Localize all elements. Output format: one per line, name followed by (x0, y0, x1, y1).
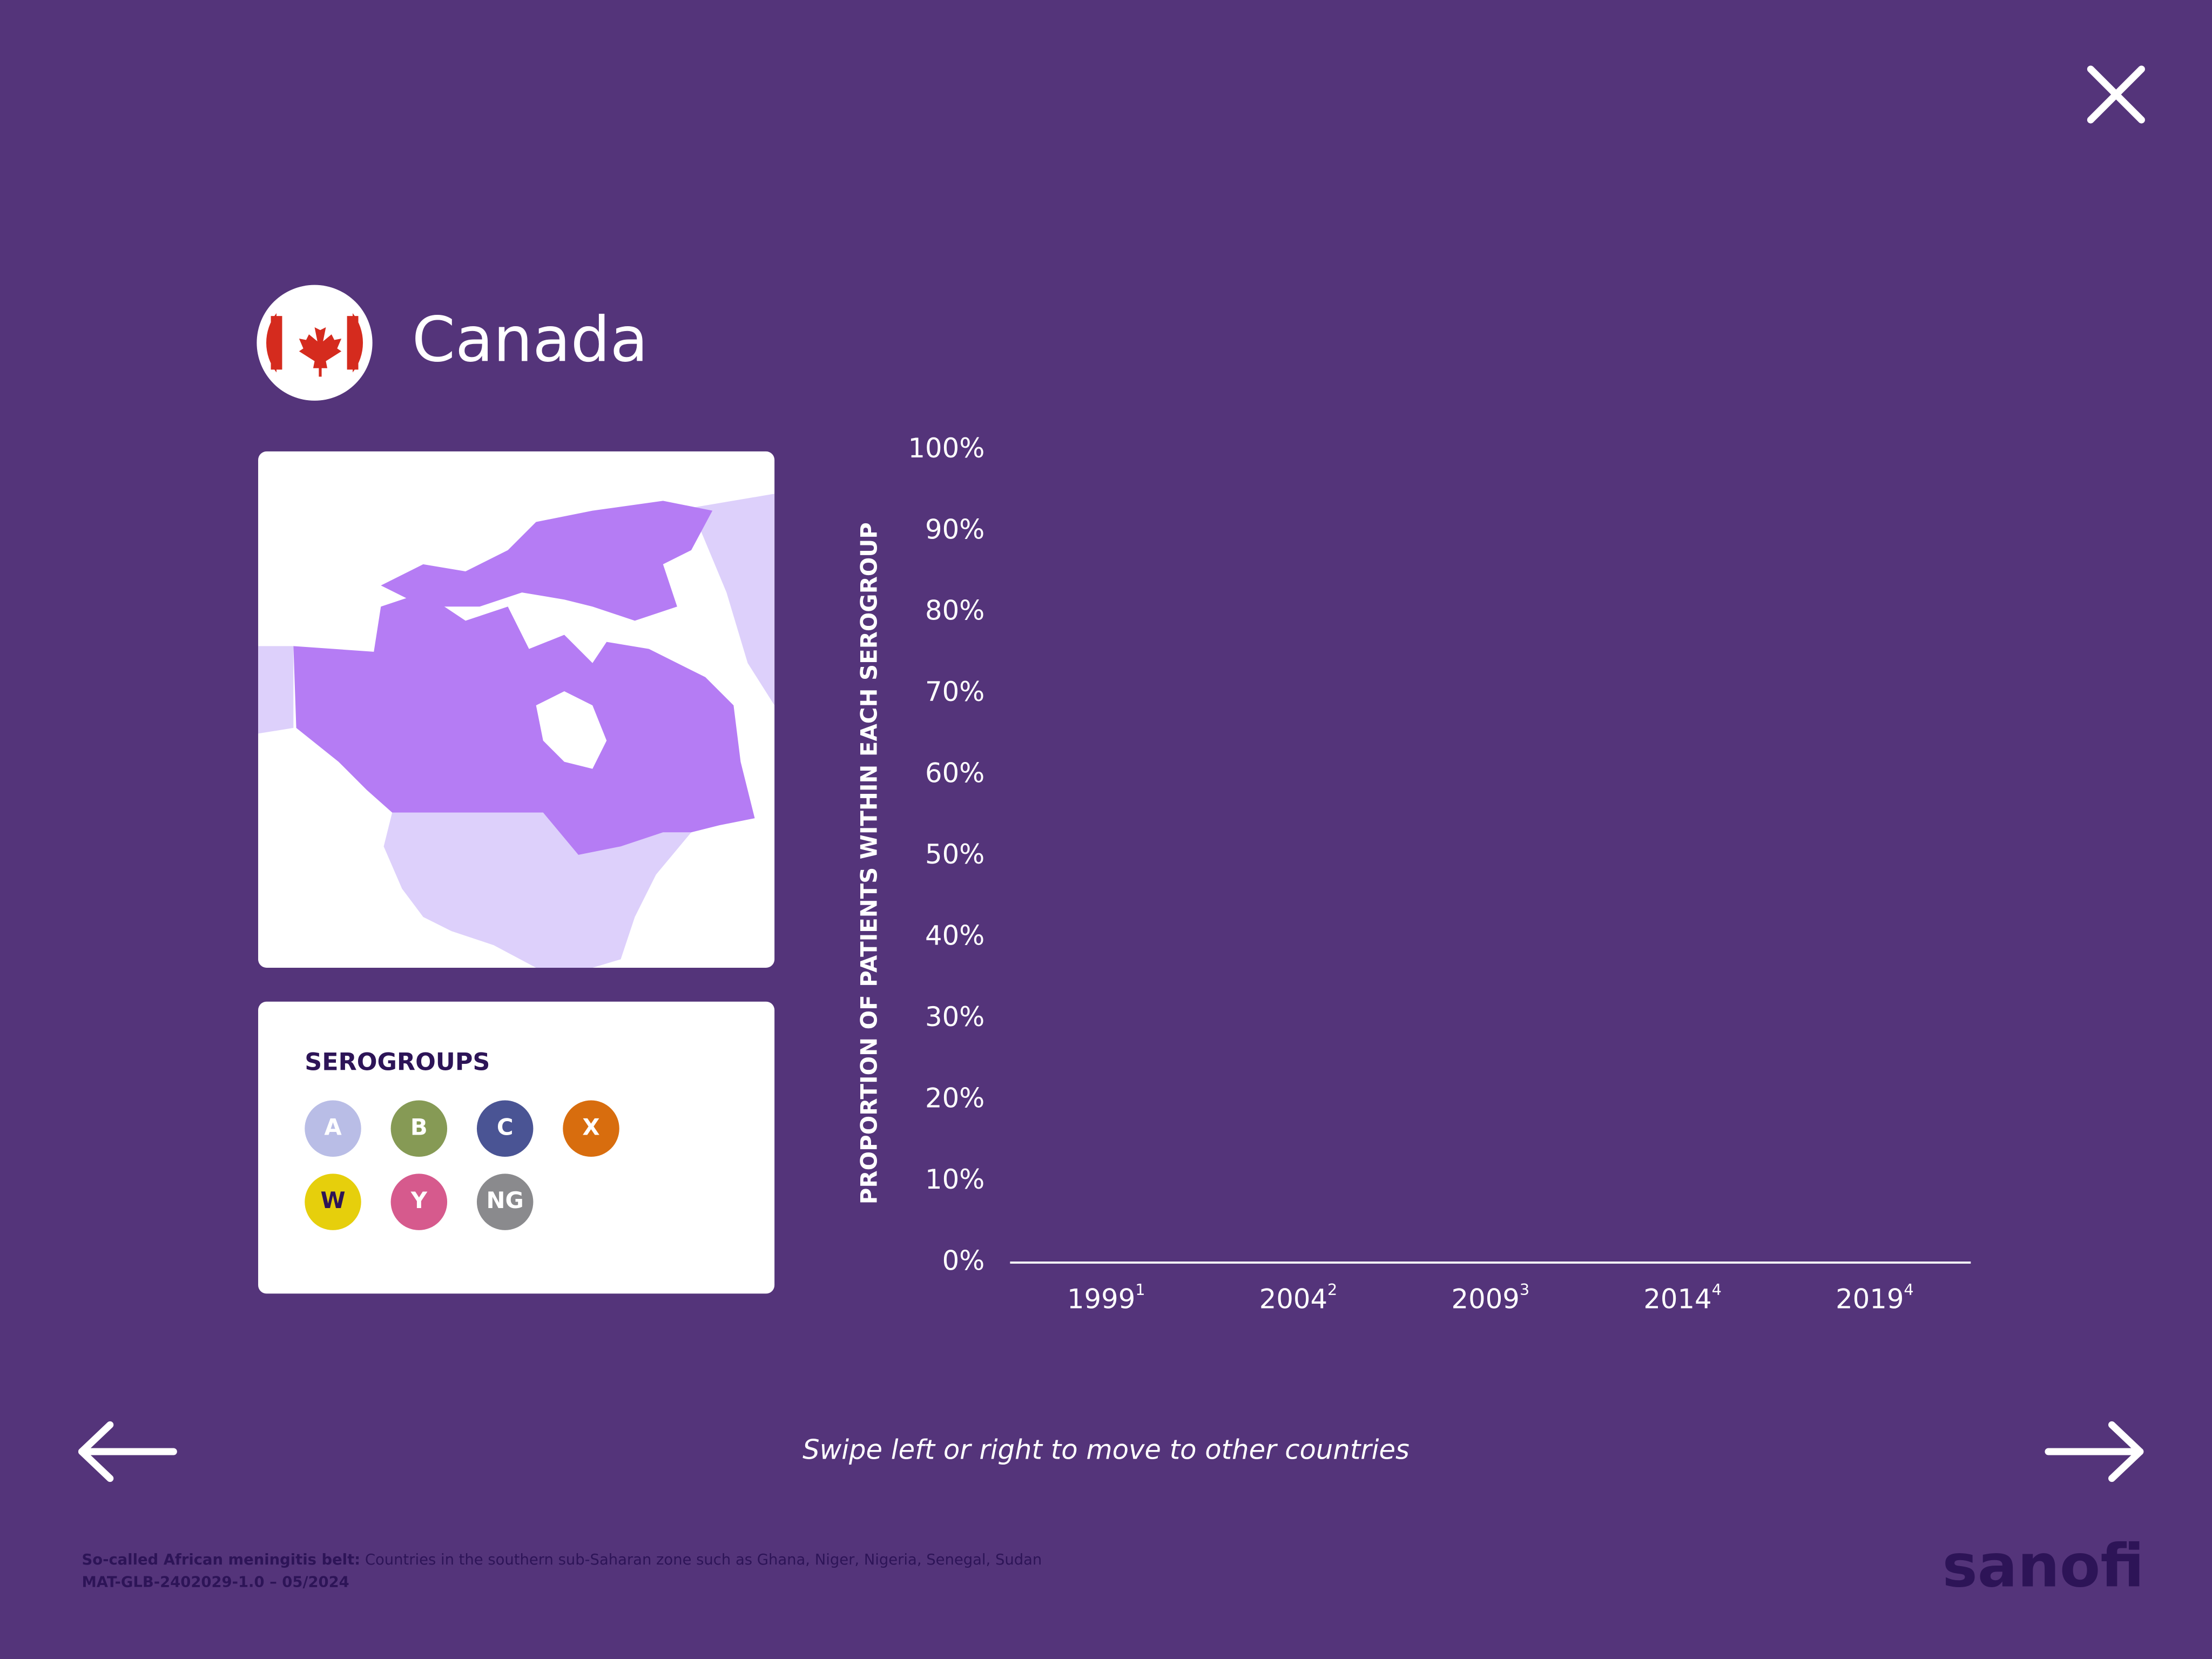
legend-label: A (324, 1114, 342, 1140)
category-year: 2014 (1643, 1283, 1711, 1314)
legend-label: NG (487, 1187, 524, 1213)
y-tick-label: 0% (942, 1245, 985, 1276)
y-tick-label: 10% (925, 1164, 984, 1195)
map-card (258, 451, 775, 968)
next-arrow[interactable] (2045, 1421, 2144, 1482)
category-reference: 4 (1712, 1280, 1722, 1299)
y-tick-label: 70% (925, 676, 984, 707)
x-tick-label: 19991 (1067, 1280, 1145, 1314)
y-tick-label: 100% (908, 433, 984, 464)
legend-swatch (476, 1174, 534, 1230)
category-reference: 1 (1135, 1280, 1145, 1299)
material-code: MAT-GLB-2402029-1.0 – 05/2024 (82, 1574, 349, 1590)
close-button[interactable] (2087, 65, 2145, 124)
legend-label: X (582, 1114, 599, 1140)
swipe-hint: Swipe left or right to move to other cou… (802, 1434, 1410, 1466)
category-reference: 2 (1327, 1280, 1337, 1299)
y-tick-label: 60% (925, 758, 984, 789)
x-tick-label: 20042 (1259, 1280, 1338, 1314)
country-title: Canada (412, 304, 648, 376)
x-tick-label: 20093 (1452, 1280, 1530, 1314)
x-tick-label: 20144 (1643, 1280, 1722, 1314)
legend-swatch (390, 1100, 448, 1157)
footnote-text: Countries in the southern sub-Saharan zo… (360, 1552, 1042, 1568)
brand-logo: sanofi (1943, 1532, 2144, 1601)
legend-card: SEROGROUPS A B C X W Y NG (258, 1001, 775, 1294)
legend-swatch (305, 1174, 361, 1230)
y-tick-label: 50% (925, 839, 984, 870)
legend-swatch (563, 1100, 619, 1157)
category-year: 2004 (1259, 1283, 1327, 1314)
y-tick-label: 80% (925, 595, 984, 626)
x-tick-label: 20194 (1836, 1280, 1914, 1314)
y-tick-label: 90% (925, 514, 984, 545)
footnote-term: So-called African meningitis belt: (82, 1552, 361, 1568)
legend-swatch (305, 1100, 361, 1157)
footnote: So-called African meningitis belt: Count… (82, 1552, 1042, 1568)
legend-swatch (476, 1100, 534, 1157)
legend-title: SEROGROUPS (305, 1049, 490, 1076)
y-axis-label: PROPORTION OF PATIENTS WITHIN EACH SEROG… (855, 522, 882, 1204)
y-tick-label: 40% (925, 920, 984, 952)
legend-label: Y (410, 1187, 428, 1213)
y-tick-label: 20% (925, 1083, 984, 1114)
legend-label: W (320, 1187, 345, 1213)
category-reference: 3 (1520, 1280, 1529, 1299)
legend-label: B (410, 1114, 428, 1140)
y-tick-label: 30% (925, 1001, 984, 1033)
category-year: 2009 (1452, 1283, 1520, 1314)
legend-label: C (497, 1114, 514, 1140)
prev-arrow[interactable] (78, 1421, 177, 1482)
category-year: 2019 (1836, 1283, 1904, 1314)
flag (257, 285, 373, 401)
legend-swatch (390, 1174, 448, 1230)
category-year: 1999 (1067, 1283, 1135, 1314)
category-reference: 4 (1904, 1280, 1913, 1299)
